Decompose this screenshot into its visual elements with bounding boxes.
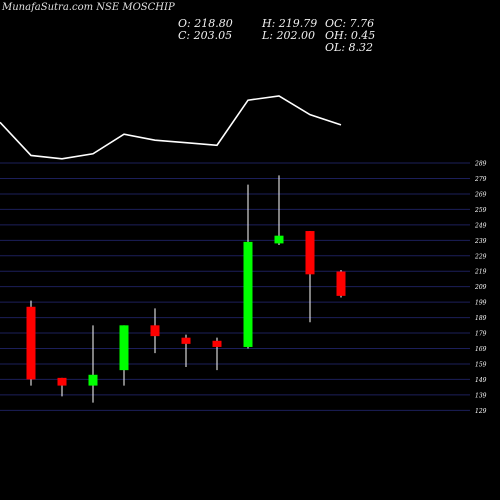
y-tick-label: 129 [475, 408, 487, 415]
candle [212, 337, 222, 371]
candle-body-down [305, 231, 315, 275]
candle-body-down [212, 340, 222, 347]
candle [26, 300, 36, 386]
y-tick-label: 139 [475, 392, 487, 399]
open-high-value: OH: 0.45 [325, 29, 376, 42]
candle-body-up [119, 325, 129, 371]
candle [150, 308, 160, 354]
candle [305, 231, 315, 323]
candle [243, 184, 253, 349]
volume-line [0, 95, 342, 160]
trend-line [0, 95, 342, 160]
candle-body-up [88, 374, 98, 386]
close-value: C: 203.05 [178, 29, 233, 42]
y-tick-label: 269 [474, 191, 487, 198]
high-value: H: 219.79 [262, 17, 318, 30]
y-tick-label: 259 [474, 207, 487, 214]
open-low-value: OL: 8.32 [325, 41, 374, 54]
candle [57, 377, 67, 397]
y-tick-label: 159 [475, 361, 487, 368]
candle-body-down [181, 337, 191, 344]
candle-body-down [26, 306, 36, 380]
y-axis-ticks: 289 279 269 259 249 239 229 219 209 199 189 179 169 1… [474, 161, 487, 415]
y-tick-label: 149 [475, 377, 487, 384]
y-tick-label: 209 [474, 284, 487, 291]
candle [181, 334, 191, 368]
chart-title: MunafaSutra.com NSE MOSCHIP [2, 2, 175, 13]
y-tick-label: 279 [474, 176, 487, 183]
y-tick-label: 229 [474, 253, 487, 260]
candle-body-up [274, 235, 284, 244]
y-tick-label: 249 [474, 222, 487, 229]
low-value: L: 202.00 [262, 29, 315, 42]
candles [26, 175, 346, 403]
candle [88, 325, 98, 403]
open-close-value: OC: 7.76 [325, 17, 375, 30]
candle-body-up [243, 241, 253, 347]
y-tick-label: 189 [475, 315, 487, 322]
candle [274, 175, 284, 245]
candle-body-down [150, 325, 160, 337]
y-tick-label: 179 [475, 331, 487, 338]
grid-lines [0, 162, 470, 411]
y-tick-label: 199 [475, 300, 487, 307]
open-value: O: 218.80 [178, 17, 233, 30]
candle [119, 325, 129, 386]
candle [336, 270, 346, 298]
candle-body-down [57, 377, 67, 386]
y-tick-label: 239 [474, 238, 487, 245]
y-tick-label: 289 [474, 161, 487, 168]
y-tick-label: 219 [474, 269, 487, 276]
y-tick-label: 169 [475, 346, 487, 353]
candle-body-down [336, 271, 346, 296]
